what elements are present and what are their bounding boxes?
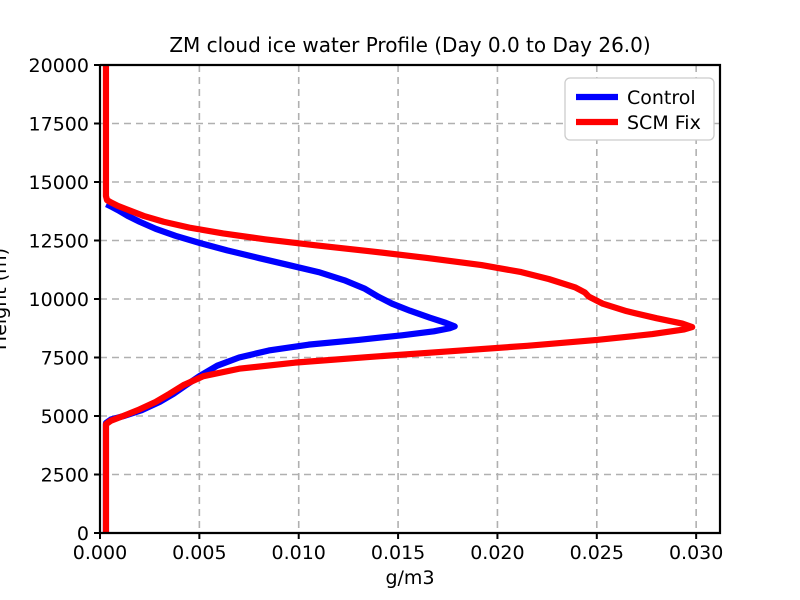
x-tick-labels: 0.000 0.005 0.010 0.015 0.020 0.025 0.030 xyxy=(73,542,724,564)
x-tick-label: 0.005 xyxy=(172,542,226,564)
x-tick-label: 0.025 xyxy=(570,542,624,564)
legend-label-control: Control xyxy=(627,87,696,109)
y-tick-labels: 0 2500 5000 7500 10000 12500 15000 17500 20000 xyxy=(29,55,89,545)
x-tick-label: 0.030 xyxy=(669,542,723,564)
y-tick-label: 15000 xyxy=(29,172,89,194)
y-tick-label: 17500 xyxy=(29,114,89,136)
axis-spines xyxy=(98,63,722,535)
x-tick-label: 0.015 xyxy=(371,542,425,564)
y-tick-label: 20000 xyxy=(29,55,89,77)
x-tick-label: 0.000 xyxy=(73,542,127,564)
y-tick-label: 7500 xyxy=(41,348,89,370)
chart-title: ZM cloud ice water Profile (Day 0.0 to D… xyxy=(169,33,650,57)
y-axis-title: Height (m) xyxy=(0,248,11,350)
y-tick-label: 10000 xyxy=(29,289,89,311)
y-tick-label: 5000 xyxy=(41,406,89,428)
x-tick-label: 0.020 xyxy=(470,542,524,564)
x-tick-label: 0.010 xyxy=(272,542,326,564)
y-tick-label: 2500 xyxy=(41,465,89,487)
y-tick-label: 0 xyxy=(77,523,89,545)
data-series-scm-fix xyxy=(102,65,696,533)
data-series-layer xyxy=(102,65,696,533)
chart-legend[interactable]: Control SCM Fix xyxy=(564,77,715,141)
y-tick-label: 12500 xyxy=(29,231,89,253)
legend-label-scm-fix: SCM Fix xyxy=(627,112,701,134)
x-axis-title: g/m3 xyxy=(385,567,434,589)
